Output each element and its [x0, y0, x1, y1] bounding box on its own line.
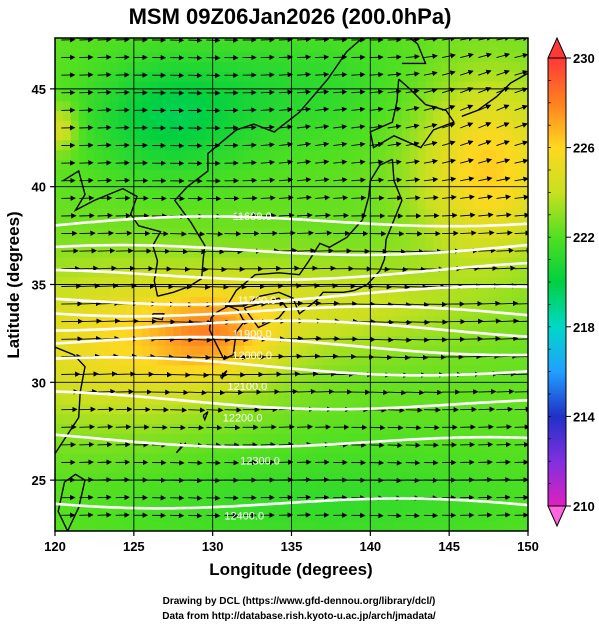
colorbar-upper-arrow [547, 36, 567, 59]
y-axis-ticks: 25 30 35 40 45 [32, 82, 55, 488]
colorbar: 210 214 218 222 226 230 [547, 36, 595, 528]
coastline-1 [225, 158, 403, 315]
credit-line-1: Drawing by DCL (https://www.gfd-dennou.o… [163, 596, 436, 607]
x-tick-label: 145 [438, 539, 460, 554]
coastline-10 [57, 473, 86, 531]
x-tick-label: 140 [359, 539, 381, 554]
colorbar-tick-label: 222 [573, 230, 595, 245]
coastline-5 [173, 141, 223, 279]
colorbar-ticks: 210 214 218 222 226 230 [548, 51, 595, 514]
contour-label: 12200.0 [223, 412, 263, 424]
contour-label: 12000.0 [232, 350, 272, 362]
x-axis-label: Longitude (degrees) [209, 560, 372, 579]
x-tick-label: 130 [202, 539, 224, 554]
colorbar-tick-label: 226 [573, 141, 595, 156]
contour-label: 11600.0 [233, 211, 272, 223]
credit-line-2: Data from http://database.rish.kyoto-u.a… [162, 611, 436, 622]
colorbar-tick-label: 210 [573, 499, 595, 514]
coastline-12 [401, 38, 427, 65]
y-axis-label: Latitude (degrees) [4, 211, 23, 358]
plot-area: 11600.0 11700.0 11900.0 12000.0 12100.0 12200… [55, 38, 528, 531]
y-tick-label: 25 [32, 473, 46, 488]
coastline-15 [202, 411, 209, 422]
x-tick-label: 150 [517, 539, 539, 554]
y-tick-label: 30 [32, 375, 46, 390]
colorbar-tick-label: 218 [573, 320, 595, 335]
coastline-13 [461, 72, 528, 117]
contour-label: 11900.0 [233, 328, 272, 340]
y-tick-label: 40 [32, 180, 46, 195]
coastline-2 [208, 305, 246, 360]
y-tick-label: 35 [32, 278, 46, 293]
contour-labels: 11600.0 11700.0 11900.0 12000.0 12100.0 12200… [223, 211, 280, 522]
x-axis-ticks: 120 125 130 135 140 145 150 [44, 531, 539, 554]
coastline-6 [157, 278, 202, 297]
y-tick-label: 45 [32, 82, 46, 97]
x-tick-label: 125 [123, 539, 145, 554]
chart-title: MSM 09Z06Jan2026 (200.0hPa) [129, 4, 452, 29]
colorbar-tick-label: 230 [573, 51, 595, 66]
contour-label: 12300.0 [240, 456, 280, 468]
contour-label: 12100.0 [228, 381, 268, 393]
colorbar-tick-label: 214 [573, 409, 595, 424]
contour-label: 11700.0 [237, 295, 276, 307]
contour-label: 12400.0 [224, 510, 264, 522]
colorbar-lower-arrow [547, 505, 567, 528]
x-tick-label: 120 [44, 539, 66, 554]
x-tick-label: 135 [281, 539, 303, 554]
coastline-0 [369, 78, 455, 149]
